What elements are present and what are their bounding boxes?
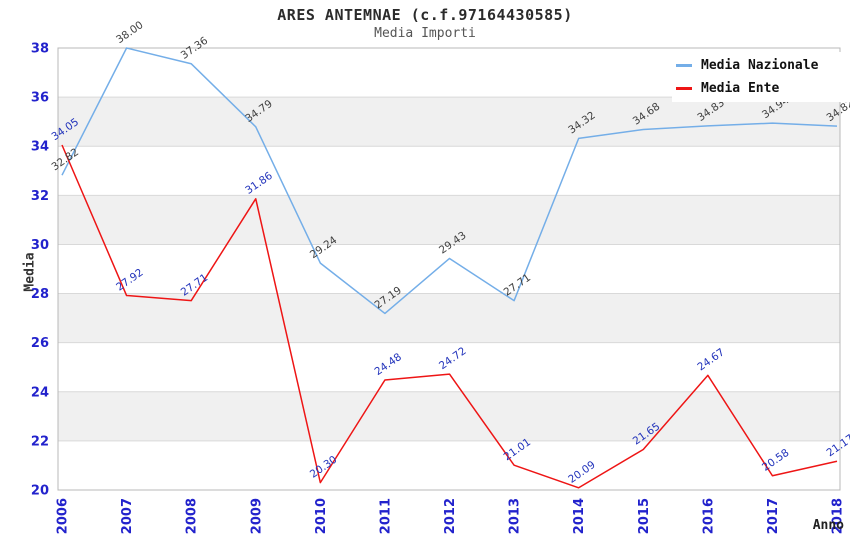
x-tick-label: 2011 bbox=[378, 498, 393, 534]
x-tick-label: 2010 bbox=[314, 498, 329, 534]
y-tick-label: 28 bbox=[31, 287, 49, 302]
x-tick-label: 2006 bbox=[56, 498, 71, 534]
y-tick-label: 24 bbox=[31, 385, 49, 400]
plot-band bbox=[58, 146, 840, 196]
y-tick-label: 22 bbox=[31, 434, 49, 449]
chart-title: ARES ANTEMNAE (c.f.97164430585) bbox=[277, 6, 573, 24]
plot-band bbox=[58, 97, 840, 147]
y-tick-label: 38 bbox=[31, 42, 49, 57]
plot-band bbox=[58, 293, 840, 343]
plot-band bbox=[58, 195, 840, 245]
series-line-media-nazionale bbox=[61, 47, 838, 315]
x-tick-label: 2013 bbox=[508, 498, 523, 534]
x-tick-label: 2016 bbox=[701, 498, 716, 534]
x-tick-label: 2018 bbox=[831, 498, 846, 534]
y-tick-label: 26 bbox=[31, 336, 49, 351]
x-tick-label: 2007 bbox=[120, 498, 135, 534]
x-tick-label: 2015 bbox=[637, 498, 652, 534]
legend-item-media-nazionale: Media Nazionale bbox=[676, 58, 850, 73]
legend-label-media-nazionale: Media Nazionale bbox=[701, 58, 819, 73]
x-tick-label: 2017 bbox=[766, 498, 781, 534]
plot-band bbox=[58, 342, 840, 392]
x-axis-title: Anno bbox=[812, 518, 844, 533]
legend: Media Nazionale Media Ente bbox=[672, 52, 850, 102]
y-tick-label: 34 bbox=[31, 140, 49, 155]
y-tick-label: 36 bbox=[31, 91, 49, 106]
y-tick-label: 20 bbox=[31, 484, 49, 499]
x-tick-label: 2014 bbox=[572, 498, 587, 534]
y-tick-label: 32 bbox=[31, 189, 49, 204]
plot-band bbox=[58, 244, 840, 294]
legend-item-media-ente: Media Ente bbox=[676, 81, 850, 96]
series-line-media-ente bbox=[61, 144, 838, 489]
plot-border bbox=[57, 47, 841, 491]
plot-band bbox=[58, 440, 840, 490]
legend-label-media-ente: Media Ente bbox=[701, 81, 780, 96]
y-tick-label: 30 bbox=[31, 238, 49, 253]
x-tick-label: 2008 bbox=[185, 498, 200, 534]
media-nazionale-line-swatch bbox=[676, 64, 692, 67]
x-tick-label: 2012 bbox=[443, 498, 458, 534]
data-point-label: 38.00 bbox=[114, 19, 146, 46]
x-tick-label: 2009 bbox=[249, 498, 264, 534]
chart-subtitle: Media Importi bbox=[374, 26, 476, 41]
plot-band bbox=[58, 391, 840, 441]
media-ente-line-swatch bbox=[676, 87, 692, 90]
